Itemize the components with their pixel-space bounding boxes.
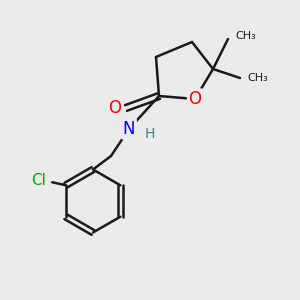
Text: CH₃: CH₃ (236, 31, 256, 41)
Text: Cl: Cl (31, 173, 46, 188)
Text: N: N (123, 120, 135, 138)
Text: CH₃: CH₃ (248, 73, 268, 83)
Text: H: H (145, 127, 155, 140)
Text: O: O (188, 90, 202, 108)
Text: O: O (109, 99, 122, 117)
